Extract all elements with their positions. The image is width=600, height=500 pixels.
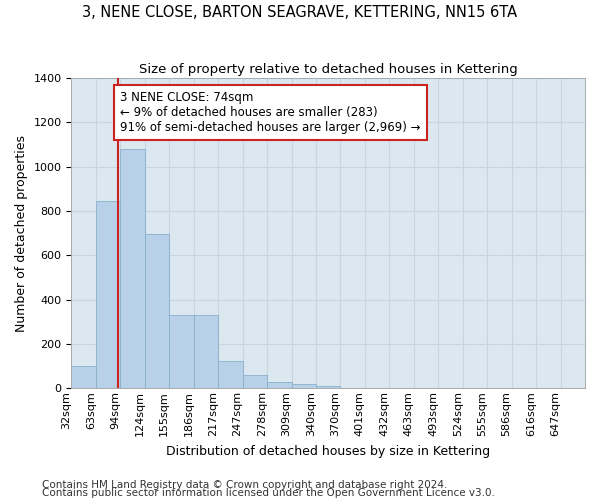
Bar bbox=[218, 360, 242, 388]
Text: 3 NENE CLOSE: 74sqm
← 9% of detached houses are smaller (283)
91% of semi-detach: 3 NENE CLOSE: 74sqm ← 9% of detached hou… bbox=[121, 92, 421, 134]
X-axis label: Distribution of detached houses by size in Kettering: Distribution of detached houses by size … bbox=[166, 444, 490, 458]
Text: 3, NENE CLOSE, BARTON SEAGRAVE, KETTERING, NN15 6TA: 3, NENE CLOSE, BARTON SEAGRAVE, KETTERIN… bbox=[82, 5, 518, 20]
Bar bbox=[194, 315, 218, 388]
Bar bbox=[292, 384, 316, 388]
Bar bbox=[169, 315, 194, 388]
Title: Size of property relative to detached houses in Kettering: Size of property relative to detached ho… bbox=[139, 62, 518, 76]
Bar bbox=[242, 375, 267, 388]
Bar bbox=[96, 201, 121, 388]
Bar bbox=[121, 149, 145, 388]
Y-axis label: Number of detached properties: Number of detached properties bbox=[15, 134, 28, 332]
Text: Contains public sector information licensed under the Open Government Licence v3: Contains public sector information licen… bbox=[42, 488, 495, 498]
Bar bbox=[316, 386, 340, 388]
Bar bbox=[145, 234, 169, 388]
Text: Contains HM Land Registry data © Crown copyright and database right 2024.: Contains HM Land Registry data © Crown c… bbox=[42, 480, 448, 490]
Bar bbox=[71, 366, 96, 388]
Bar bbox=[267, 382, 292, 388]
